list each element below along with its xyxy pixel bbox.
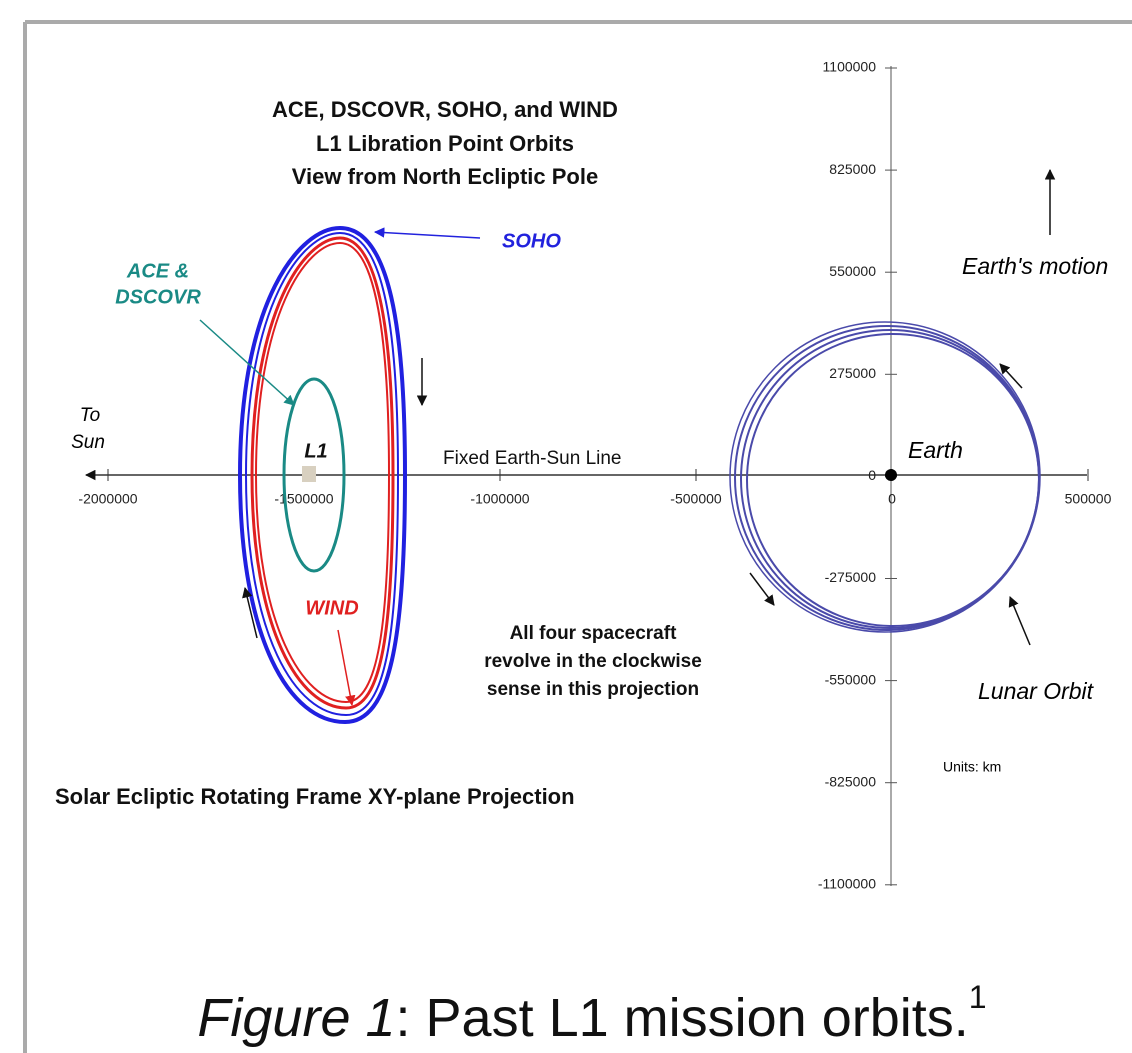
caption-sup: 1 (969, 979, 987, 1015)
y-tick-label: 825000 (829, 161, 876, 177)
x-tick-label: 0 (888, 491, 896, 507)
arrow (242, 586, 258, 639)
arrow (749, 572, 775, 606)
to-sun: Sun (71, 432, 105, 453)
units: Units: km (943, 759, 1001, 775)
title: L1 Libration Point Orbits (316, 131, 574, 156)
soho-label: SOHO (502, 230, 561, 252)
to-sun: To (80, 405, 100, 426)
y-tick-label: -275000 (825, 569, 877, 585)
title: ACE, DSCOVR, SOHO, and WIND (272, 97, 618, 122)
caption: Figure 1: Past L1 mission orbits.1 (197, 979, 986, 1048)
projection: Solar Ecliptic Rotating Frame XY-plane P… (55, 784, 575, 809)
arrow (373, 227, 481, 239)
earth-point (885, 469, 897, 481)
lunar-orbit (729, 321, 1041, 633)
y-tick-label: -550000 (825, 671, 877, 687)
wind-label: WIND (305, 597, 358, 619)
ace-label: ACE & (126, 260, 189, 282)
title: View from North Ecliptic Pole (292, 164, 598, 189)
note: All four spacecraft (510, 623, 677, 644)
soho-orbit (244, 231, 400, 717)
note: sense in this projection (487, 679, 699, 700)
x-tick-label: -1000000 (470, 491, 529, 507)
y-tick-label: 0 (868, 467, 876, 483)
y-tick-label: 275000 (829, 365, 876, 381)
ace-label: DSCOVR (115, 286, 201, 308)
y-tick-label: -825000 (825, 773, 877, 789)
arrow (1008, 596, 1031, 646)
ticks: -2000000 -1500000 -1000000 -500000 0 500000 11… (78, 59, 1111, 892)
l1-label: L1 (304, 440, 327, 462)
wind-orbit (250, 236, 395, 710)
x-tick-label: -2000000 (78, 491, 137, 507)
line-label: Fixed Earth-Sun Line (443, 448, 622, 469)
caption-italic: Figure 1 (197, 988, 395, 1048)
caption-text: : Past L1 mission orbits. (396, 988, 969, 1048)
earth-label: Earth (908, 437, 963, 463)
x-tick-label: -500000 (670, 491, 722, 507)
soho-orbit (237, 225, 408, 725)
wind-orbit (254, 241, 391, 704)
ace-orbit (282, 377, 346, 573)
x-tick-label: 500000 (1065, 491, 1112, 507)
lunar-label: Lunar Orbit (978, 678, 1095, 704)
y-tick-label: 1100000 (823, 59, 877, 75)
l1-point (302, 466, 316, 482)
arrow (199, 319, 295, 406)
arrow (337, 629, 356, 707)
motion-label: Earth's motion (962, 253, 1108, 279)
y-tick-label: 550000 (829, 263, 876, 279)
x-tick-label: -1500000 (274, 491, 333, 507)
lunar-orbit (746, 333, 1040, 627)
arrow (999, 363, 1023, 389)
y-tick-label: -1100000 (818, 876, 876, 892)
note: revolve in the clockwise (484, 651, 702, 672)
